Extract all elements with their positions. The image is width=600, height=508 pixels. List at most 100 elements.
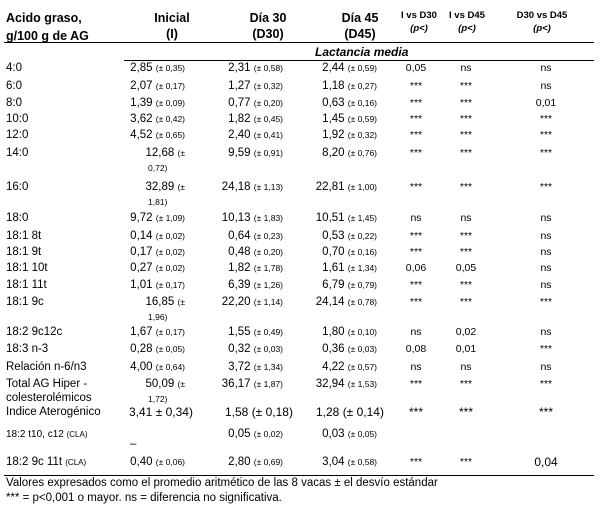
cell-d30: 1,82 (± 0,45): [228, 113, 283, 126]
cell-p3: ns: [540, 279, 552, 291]
cell-d45-sd: (± 1,45): [347, 213, 377, 223]
cell-initial-sd: (± 0,35): [155, 63, 185, 73]
cell-d45-value: 1,61: [322, 262, 345, 274]
cell-d45: 3,04 (± 0,58): [322, 456, 377, 469]
cell-d30: 0,48 (± 0,20): [228, 246, 283, 259]
header-d30-line2: (D30): [252, 27, 284, 41]
cell-d30-sd: (± 0,58): [253, 63, 283, 73]
cell-initial-value: 12,68: [145, 147, 175, 159]
cell-d30-value: 1,82: [228, 113, 251, 125]
cell-p2: ns: [460, 361, 472, 373]
cell-p1: ***: [409, 129, 423, 141]
cell-d45-sd: (± 0,59): [347, 63, 377, 73]
cell-d45-value: 1,92: [322, 129, 345, 141]
cell-d45-value: 4,22: [322, 361, 345, 373]
cell-initial-value: 0,28: [130, 343, 153, 355]
cell-initial: 2,85 (± 0,35): [130, 62, 185, 75]
cell-d45: 6,79 (± 0,79): [322, 279, 377, 292]
cell-p1: ***: [409, 279, 423, 291]
cell-p1: ***: [409, 378, 423, 390]
cell-d45: 1,28 (± 0,14): [316, 406, 384, 419]
cell-p1: 0,05: [405, 62, 427, 74]
cell-p3: 0,04: [534, 455, 558, 469]
cell-p1: ***: [409, 296, 423, 308]
row-label: 18:1 8t: [6, 230, 41, 243]
row-label-text: 14:0: [6, 147, 29, 159]
cell-p3: ns: [540, 262, 552, 274]
row-label: 16:0: [6, 181, 28, 194]
cell-initial-sd-line2: 1,96): [148, 311, 167, 324]
cell-d45-value: 10,51: [315, 212, 345, 224]
cell-initial: 0,27 (± 0,02): [130, 262, 185, 275]
cell-d30: 2,80 (± 0,69): [228, 456, 283, 469]
cell-initial-sd-b: 1,96): [148, 312, 168, 322]
cell-d30: 1,58 (± 0,18): [225, 406, 293, 419]
cell-d30: 1,27 (± 0,32): [228, 80, 283, 93]
cell-initial-value: 9,72: [130, 212, 153, 224]
header-i-vs-d45-line2: (p<): [458, 23, 476, 34]
cell-d30-sd: (± 0,02): [253, 429, 283, 439]
cell-initial-sd-b: 1,81): [148, 197, 168, 207]
cell-initial-sd: (± 0,02): [155, 231, 185, 241]
cell-d30-sd: (± 0,32): [253, 81, 283, 91]
cell-d30: 9,59 (± 0,91): [228, 147, 283, 160]
row-label: 18:0: [6, 212, 28, 225]
row-label-text: 18:3 n-3: [6, 343, 49, 355]
cell-p3: ***: [539, 129, 553, 141]
cell-d45-value: 1,18: [322, 80, 345, 92]
cell-d45-value: 0,36: [322, 343, 345, 355]
cell-d30-sd: (± 1,34): [253, 362, 283, 372]
header-d30-vs-d45-line1: D30 vs D45: [516, 10, 568, 21]
cell-d30-value: 0,32: [228, 343, 251, 355]
cell-initial: 0,14 (± 0,02): [130, 230, 185, 243]
cell-d45: 1,92 (± 0,32): [322, 129, 377, 142]
cell-initial-sd: (±: [177, 148, 186, 158]
cell-initial-sd: (± 0,06): [155, 457, 185, 467]
row-label-text: 18:1 8t: [6, 230, 42, 242]
row-label-text: 10:0: [6, 113, 29, 125]
subheader-underline: [124, 60, 594, 61]
cell-p2: ***: [459, 246, 473, 258]
row-label-text: 12:0: [6, 129, 29, 141]
cell-d30-sd: (± 1,13): [253, 182, 283, 192]
cell-p2: ***: [459, 230, 473, 242]
cell-d45: 10,51 (± 1,45): [316, 212, 377, 225]
cell-d30: 2,40 (± 0,41): [228, 129, 283, 142]
cell-initial-value: 0,17: [130, 246, 153, 258]
cell-d30-sd: (± 1,26): [253, 280, 283, 290]
cell-initial-value: 1,39: [130, 97, 153, 109]
row-label: 18:2 9c12c: [6, 326, 62, 339]
cell-initial: 0,40 (± 0,06): [130, 456, 185, 469]
cell-initial: 16,85 (±: [146, 296, 185, 309]
cell-p3: ns: [540, 212, 552, 224]
cell-d45-value: 32,94: [315, 378, 345, 390]
row-label-line2: colesterolémicos: [6, 392, 92, 404]
cell-d30-value: 2,40: [228, 129, 251, 141]
row-label: colesterolémicos: [6, 392, 92, 405]
cell-initial-value: 32,89: [145, 181, 175, 193]
cell-d45: 1,61 (± 1,34): [322, 262, 377, 275]
cell-d45-sd: (± 0,16): [347, 98, 377, 108]
row-label-suffix: (CLA): [65, 458, 87, 467]
row-label: 18:1 9t: [6, 246, 41, 259]
row-label-text: 18:1 9c: [6, 296, 44, 308]
cell-p3: ***: [539, 181, 553, 193]
cell-d45-sd: (± 0,27): [347, 81, 377, 91]
row-label-text: 18:2 t10, c12: [6, 429, 64, 440]
cell-p3: ns: [540, 361, 552, 373]
cell-d45: 1,80 (± 0,10): [322, 326, 377, 339]
cell-d30-value: 6,39: [228, 279, 251, 291]
cell-d30-sd: (± 1,83): [253, 213, 283, 223]
cell-p1: ***: [409, 230, 423, 242]
cell-d45-sd: (± 0,05): [347, 429, 377, 439]
cell-d30: 2,31 (± 0,58): [228, 62, 283, 75]
table-bottom-rule: [4, 475, 594, 476]
row-label-text: 18:1 11t: [6, 279, 47, 291]
cell-initial: 0,28 (± 0,05): [130, 343, 185, 356]
cell-initial-value: 0,40: [130, 456, 153, 468]
cell-d30-sd: (± 0,69): [253, 457, 283, 467]
cell-initial: 3,41 ± 0,34): [129, 406, 193, 419]
cell-initial: 9,72 (± 1,09): [130, 212, 185, 225]
cell-d30-sd: (± 0,41): [253, 130, 283, 140]
cell-initial-value: 1,67: [130, 326, 153, 338]
